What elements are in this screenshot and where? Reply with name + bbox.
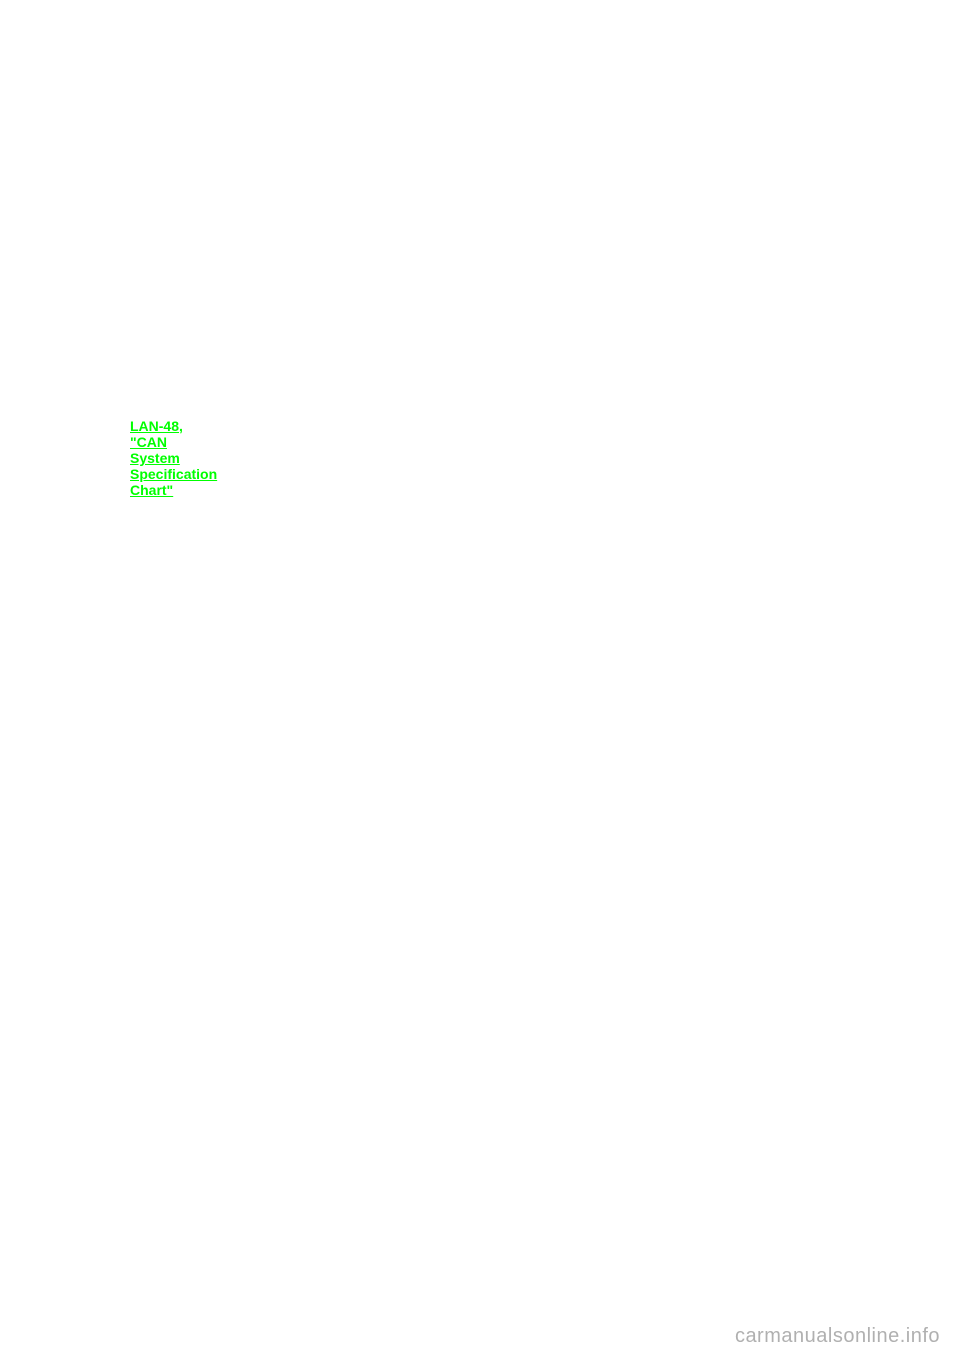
watermark-text: carmanualsonline.info bbox=[735, 1325, 940, 1348]
can-specification-link[interactable]: LAN-48, "CAN System Specification Chart" bbox=[130, 418, 217, 498]
